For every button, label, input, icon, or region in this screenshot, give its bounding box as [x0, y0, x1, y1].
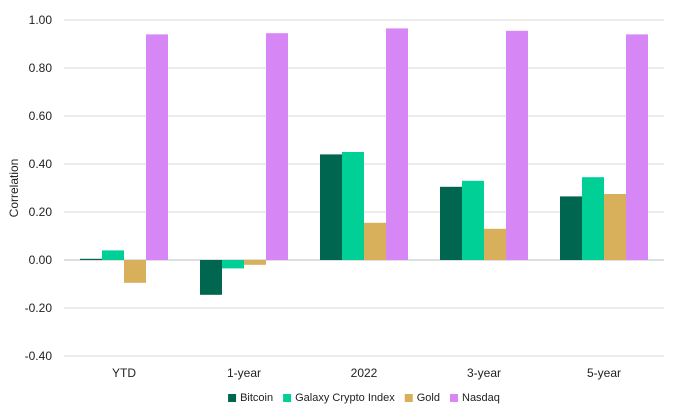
y-tick-label: 1.00	[29, 13, 53, 27]
bar-bitcoin-1-year	[200, 260, 222, 295]
bars	[80, 28, 648, 295]
y-tick-label: 0.00	[29, 253, 53, 267]
y-axis-ticks: 1.00 0.80 0.60 0.40 0.20 0.00 -0.20 -0.40	[25, 13, 53, 363]
x-category-label: 5-year	[587, 366, 621, 380]
bar-galaxy-crypto-index-5-year	[582, 177, 604, 260]
legend-item: Bitcoin	[228, 392, 273, 404]
bar-nasdaq-2022	[386, 28, 408, 261]
legend-swatch	[283, 394, 292, 402]
bar-nasdaq-3-year	[506, 30, 528, 260]
bar-gold-1-year	[244, 260, 266, 265]
y-tick-label: -0.20	[25, 301, 53, 315]
y-tick-label: 0.20	[29, 205, 53, 219]
y-tick-label: -0.40	[25, 349, 53, 363]
y-tick-label: 0.60	[29, 109, 53, 123]
legend-label: Bitcoin	[240, 392, 273, 404]
legend-label: Nasdaq	[462, 392, 500, 404]
y-tick-label: 0.80	[29, 61, 53, 75]
x-axis-categories: YTD 1-year 2022 3-year 5-year	[112, 366, 621, 380]
legend-swatch	[450, 394, 459, 402]
x-category-label: 1-year	[227, 366, 261, 380]
bar-gold-5-year	[604, 194, 626, 260]
bar-nasdaq-1-year	[266, 33, 288, 261]
bar-bitcoin-2022	[320, 154, 342, 260]
legend-item: Gold	[404, 392, 440, 404]
x-category-label: 2022	[351, 366, 378, 380]
legend-swatch	[228, 394, 237, 402]
bar-galaxy-crypto-index-2022	[342, 152, 364, 260]
y-tick-label: 0.40	[29, 157, 53, 171]
bar-galaxy-crypto-index-ytd	[102, 250, 124, 260]
bar-gold-2022	[364, 222, 386, 260]
bar-nasdaq-5-year	[626, 34, 648, 261]
bar-gold-3-year	[484, 228, 506, 260]
legend-label: Gold	[417, 392, 440, 404]
legend-swatch	[404, 394, 413, 402]
legend-item: Galaxy Crypto Index	[283, 392, 395, 404]
legend: Bitcoin Galaxy Crypto Index Gold Nasdaq	[228, 392, 500, 404]
legend-item: Nasdaq	[450, 392, 500, 404]
bar-nasdaq-ytd	[146, 34, 168, 261]
bar-bitcoin-ytd	[80, 258, 102, 260]
bar-gold-ytd	[124, 260, 146, 283]
bar-galaxy-crypto-index-3-year	[462, 180, 484, 260]
x-category-label: YTD	[112, 366, 136, 380]
x-category-label: 3-year	[467, 366, 501, 380]
bar-galaxy-crypto-index-1-year	[222, 260, 244, 269]
bar-bitcoin-3-year	[440, 186, 462, 260]
y-axis-title: Correlation	[7, 159, 21, 218]
legend-label: Galaxy Crypto Index	[295, 392, 395, 404]
bar-bitcoin-5-year	[560, 196, 582, 260]
